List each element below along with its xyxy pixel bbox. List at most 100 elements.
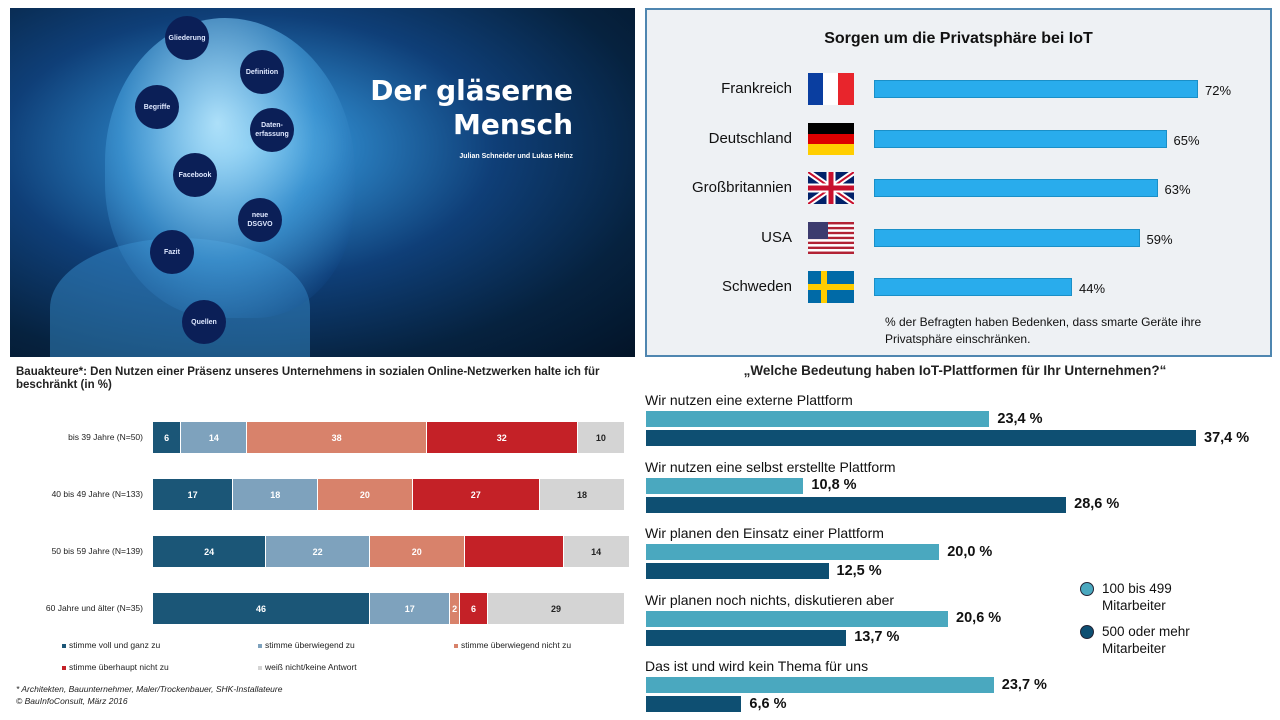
legend-swatch	[454, 643, 458, 648]
segment: 24	[153, 536, 267, 567]
legend-label: stimme überhaupt nicht zu	[69, 662, 169, 672]
chart-note: % der Befragten haben Bedenken, dass sma…	[885, 315, 1202, 346]
legend-dot	[1080, 582, 1094, 596]
legend-item: stimme überwiegend nicht zu	[454, 640, 571, 650]
bar	[874, 179, 1158, 197]
legend-item: 500 oder mehr Mitarbeiter	[1080, 623, 1190, 657]
bar	[645, 543, 941, 561]
menu-node-0[interactable]: Gliederung	[165, 16, 209, 60]
country-label: Frankreich	[721, 80, 792, 97]
row-label: 60 Jahre und älter (N=35)	[45, 603, 143, 613]
bar	[645, 476, 805, 495]
value-label: 6,6 %	[749, 695, 787, 712]
segment: 20	[318, 479, 413, 510]
legend-item: stimme überwiegend zu	[258, 640, 355, 650]
bar	[874, 129, 1167, 148]
legend-item: 100 bis 499 Mitarbeiter	[1080, 580, 1172, 614]
value-label: 65%	[1173, 132, 1200, 148]
country-label: Großbritannien	[691, 179, 792, 196]
legend-label: weiß nicht/keine Antwort	[265, 662, 357, 672]
segment: 10	[577, 422, 625, 453]
privacy-chart: Sorgen um die Privatsphäre bei IoT Frank…	[645, 8, 1272, 357]
value-label: 20,0 %	[947, 543, 993, 560]
value-label: 63%	[1164, 182, 1191, 197]
title-line-1: Der gläserne	[370, 74, 573, 107]
country-label: Deutschland	[708, 129, 792, 147]
segment: 20	[370, 536, 465, 567]
country-label: Schweden	[721, 278, 792, 295]
segment: 14	[181, 422, 248, 453]
menu-node-3[interactable]: Daten- erfassung	[250, 108, 294, 152]
legend-label: stimme überwiegend nicht zu	[461, 640, 572, 650]
bar	[645, 410, 991, 428]
bar	[874, 228, 1140, 247]
menu-node-7[interactable]: Quellen	[182, 300, 226, 344]
value-label: 59%	[1146, 231, 1173, 247]
uk-flag	[808, 172, 854, 204]
legend-item: stimme voll und ganz zu	[62, 640, 160, 650]
germany-flag	[808, 122, 854, 155]
bar	[874, 80, 1198, 98]
value-label: 10,8 %	[811, 477, 857, 493]
bar	[874, 278, 1072, 296]
value-label: 72%	[1205, 83, 1232, 98]
segment: 17	[153, 479, 234, 510]
chart-title: Bauakteure*: Den Nutzen einer Präsenz un…	[16, 366, 600, 391]
head-illustration	[105, 18, 355, 318]
bar	[645, 562, 830, 580]
legend-item: stimme überhaupt nicht zu	[62, 662, 169, 672]
bar	[645, 695, 743, 713]
bar	[645, 429, 1198, 447]
legend-dot	[1080, 625, 1094, 639]
segment: 18	[540, 479, 625, 510]
value-label: 28,6 %	[1074, 496, 1120, 512]
segment: 2	[450, 593, 460, 624]
segment	[464, 536, 564, 567]
menu-node-5[interactable]: neue DSGVO	[238, 198, 282, 242]
segment: 27	[412, 479, 541, 510]
menu-node-6[interactable]: Fazit	[150, 230, 194, 274]
menu-node-2[interactable]: Begriffe	[135, 85, 179, 129]
value-label: 44%	[1079, 281, 1106, 296]
country-label: USA	[761, 228, 792, 246]
category-label: Wir nutzen eine externe Plattform	[645, 392, 853, 408]
legend-swatch	[62, 665, 66, 670]
presentation-cover-image: Gliederung Definition Begriffe Daten- erfas…	[10, 8, 635, 357]
legend-item: weiß nicht/keine Antwort	[258, 662, 357, 672]
bar	[645, 609, 950, 628]
legend-label: stimme voll und ganz zu	[69, 640, 161, 650]
footnote: © BauInfoConsult, März 2016	[16, 696, 128, 706]
value-label: 13,7 %	[854, 629, 900, 645]
category-label: Wir nutzen eine selbst erstellte Plattfo…	[645, 458, 896, 475]
title-line-2: Mensch	[453, 108, 573, 141]
value-label: 23,7 %	[1001, 676, 1047, 693]
segment: 6	[459, 593, 489, 624]
segment: 22	[266, 536, 371, 567]
row-label: bis 39 Jahre (N=50)	[68, 432, 143, 442]
segment: 46	[153, 593, 371, 624]
menu-node-1[interactable]: Definition	[240, 50, 284, 94]
france-flag	[808, 73, 854, 105]
menu-node-4[interactable]: Facebook	[173, 153, 217, 197]
segment: 6	[153, 422, 182, 453]
segment: 38	[247, 422, 427, 453]
sweden-flag	[808, 271, 854, 303]
chart-title: „Welche Bedeutung haben IoT-Plattformen …	[743, 363, 1167, 378]
legend-swatch	[258, 665, 262, 670]
row-label: 40 bis 49 Jahre (N=133)	[51, 489, 143, 499]
category-label: Wir planen den Einsatz einer Plattform	[645, 525, 884, 541]
cover-authors: Julian Schneider und Lukas Heinz	[459, 153, 573, 160]
legend-label: stimme überwiegend zu	[265, 640, 355, 650]
row-label: 50 bis 59 Jahre (N=139)	[51, 546, 143, 556]
segment: 29	[488, 593, 625, 624]
category-label: Das ist und wird kein Thema für uns	[645, 658, 869, 674]
value-label: 20,6 %	[956, 610, 1002, 626]
segment: 18	[233, 479, 319, 510]
segment: 14	[563, 536, 630, 567]
usa-flag	[808, 221, 854, 254]
legend-label: 100 bis 499 Mitarbeiter	[1102, 581, 1172, 613]
chart-title: Sorgen um die Privatsphäre bei IoT	[824, 30, 1093, 47]
legend-label: 500 oder mehr Mitarbeiter	[1102, 624, 1190, 656]
bar	[645, 495, 1068, 514]
footnote: * Architekten, Bauunternehmer, Maler/Tro…	[16, 684, 283, 694]
